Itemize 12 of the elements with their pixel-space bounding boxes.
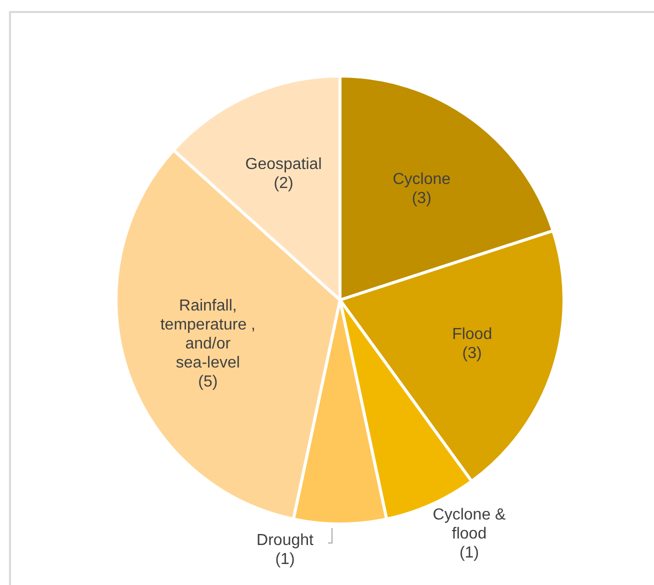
data-label: (1) [459,544,480,562]
data-label: (5) [198,374,218,391]
slice-label: Geospatial [245,156,322,174]
slice-label: Flood [452,326,492,344]
data-label: (3) [412,190,432,207]
data-label: (3) [462,345,482,362]
slice-label: Cyclone [392,170,451,188]
slice-label: Rainfall, temperature , and/or sea-level [160,298,256,372]
slice-label: Drought [256,532,314,550]
data-label: (2) [274,175,294,192]
data-label: (1) [275,551,295,568]
slice-label: Cyclone & flood [432,506,506,543]
